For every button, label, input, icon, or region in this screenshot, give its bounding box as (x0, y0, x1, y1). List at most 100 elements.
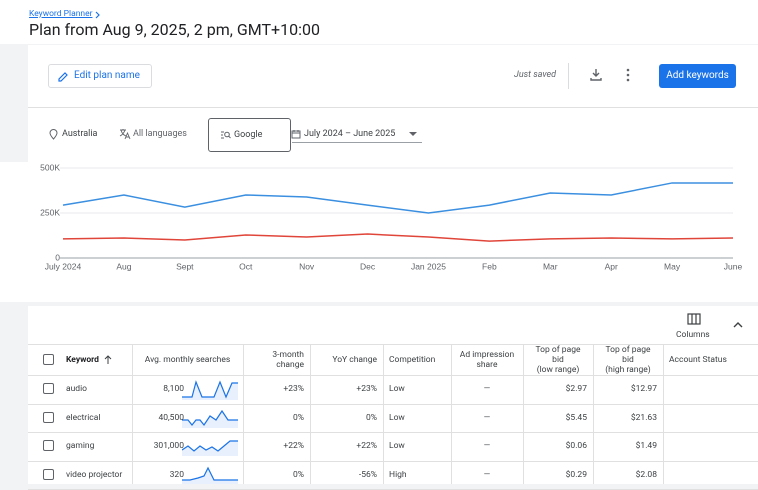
breadcrumb[interactable]: Keyword Planner (29, 9, 93, 19)
table-line (28, 403, 758, 405)
table-cell: $5.45 (565, 412, 587, 423)
table-cell: -56% (358, 469, 377, 480)
location-filter[interactable]: Australia (62, 129, 98, 139)
edit-plan-button[interactable]: Edit plan name (48, 64, 152, 88)
y-tick-label: 500K (40, 162, 60, 172)
table-line (28, 375, 758, 376)
column-divider (383, 344, 384, 484)
table-cell: $0.06 (565, 441, 587, 452)
language-icon (119, 129, 131, 140)
add-keywords-button[interactable]: Add keywords (659, 64, 736, 88)
language-filter[interactable]: All languages (133, 129, 187, 139)
pencil-icon (58, 72, 68, 82)
table-cell: 0% (292, 412, 304, 423)
table-cell: 40,500 (158, 412, 184, 423)
table-cell: 301,000 (153, 441, 184, 452)
table-cell: $12.97 (630, 384, 657, 395)
columns-button[interactable]: Columns (676, 330, 710, 340)
collapse-icon[interactable] (733, 321, 743, 328)
column-header[interactable]: Avg. monthly searches (144, 354, 231, 365)
table-cell: $21.63 (630, 412, 657, 423)
column-divider (523, 344, 524, 484)
x-tick-label: Jan 2025 (411, 261, 446, 271)
table-cell: — (483, 441, 491, 452)
checkbox[interactable] (43, 383, 54, 395)
column-divider (243, 344, 244, 484)
checkbox[interactable] (43, 411, 54, 423)
column-header[interactable]: YoY change (332, 354, 377, 365)
column-header[interactable]: Ad impression share (459, 349, 515, 370)
network-filter[interactable]: Google (208, 118, 291, 152)
x-tick-label: Sept (176, 261, 194, 271)
checkbox[interactable] (43, 353, 54, 365)
column-divider (451, 344, 452, 484)
download-icon[interactable] (589, 68, 603, 82)
column-divider (132, 344, 133, 484)
table-cell: Low (389, 412, 405, 423)
chart-area: 0 250K 500K July 2024 Aug Sept Oct Nov Dec Jan 20… (0, 162, 758, 302)
column-header[interactable]: Account Status (669, 354, 727, 365)
y-tick-label: 0 (55, 252, 60, 262)
x-tick-label: June (724, 261, 743, 271)
x-tick-label: Nov (299, 261, 315, 271)
column-header[interactable]: 3-month change (272, 349, 304, 370)
table-line (28, 344, 758, 345)
table-cell: $1.49 (635, 441, 657, 452)
network-icon (221, 131, 231, 139)
toolbar: Edit plan name Just saved Add keywords (28, 45, 758, 108)
column-divider (663, 344, 664, 484)
date-range[interactable]: July 2024 – June 2025 (304, 129, 396, 139)
page-title: Plan from Aug 9, 2025, 2 pm, GMT+10:00 (29, 20, 320, 39)
sparkline (182, 409, 238, 428)
columns-icon[interactable] (687, 313, 701, 325)
table-cell: 0% (365, 412, 377, 423)
table-line (28, 460, 758, 462)
sparkline (182, 466, 238, 484)
column-header[interactable]: Top of page bid (high range) (605, 344, 651, 375)
chart: 0 250K 500K July 2024 Aug Sept Oct Nov Dec Jan 20… (40, 162, 743, 271)
x-tick-label: Oct (239, 261, 253, 271)
table-cell: 0% (292, 469, 304, 480)
checkbox[interactable] (43, 440, 54, 452)
table-cell: $0.29 (565, 469, 587, 480)
table-cell: — (483, 384, 491, 395)
column-divider (593, 344, 594, 484)
filters: Australia All languages Google July 2024… (28, 108, 758, 162)
table-cell: gaming (66, 441, 95, 452)
calendar-icon (291, 130, 301, 139)
table-cell: video projector (66, 469, 123, 480)
table-cell: 320 (169, 469, 184, 480)
date-underline (292, 142, 422, 143)
table-cell: $2.97 (565, 384, 587, 395)
table-cell: $2.08 (635, 469, 657, 480)
x-tick-label: Dec (360, 261, 376, 271)
network-label: Google (234, 130, 263, 140)
column-header[interactable]: Competition (389, 354, 436, 365)
column-divider (310, 344, 311, 484)
edit-plan-label: Edit plan name (74, 70, 140, 81)
table-cell: audio (66, 384, 88, 395)
sort-icon[interactable] (104, 354, 112, 365)
x-tick-label: Apr (605, 261, 618, 271)
table-cell: Low (389, 384, 405, 395)
x-tick-label: May (664, 261, 681, 271)
more-icon[interactable] (624, 68, 632, 82)
keyword-table: Columns Keyword Avg. monthly searches 3-mo… (28, 306, 758, 490)
table-cell: electrical (66, 412, 101, 423)
series-line (62, 182, 733, 214)
location-icon (49, 129, 58, 140)
table-cell: +23% (283, 384, 304, 395)
dropdown-arrow (409, 132, 417, 136)
x-tick-label: Mar (543, 261, 558, 271)
sparkline (182, 440, 238, 456)
x-tick-label: July 2024 (45, 261, 82, 271)
x-tick-label: Feb (482, 261, 497, 271)
breadcrumb-chevron (95, 11, 100, 19)
column-header[interactable]: Keyword (66, 354, 99, 365)
table-cell: — (483, 469, 491, 480)
column-header[interactable]: Top of page bid (low range) (535, 344, 581, 375)
table-cell: High (389, 469, 407, 480)
checkbox[interactable] (43, 468, 54, 480)
table-cell: +23% (356, 384, 377, 395)
